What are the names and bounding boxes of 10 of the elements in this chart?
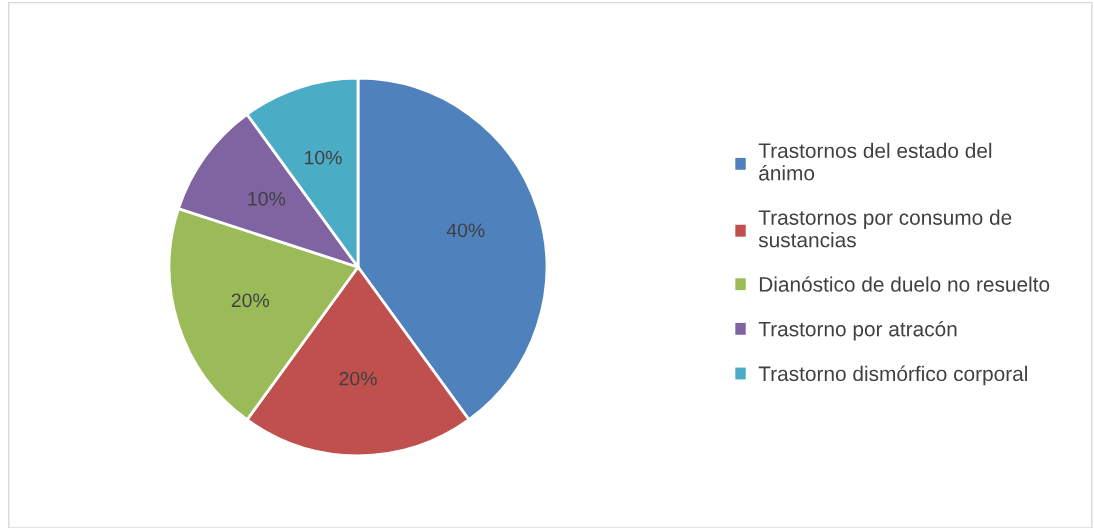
legend-label: Trastorno dismórfico corporal: [758, 365, 1027, 386]
data-label: 10%: [305, 150, 342, 165]
legend-label: Trastornos del estado del ánimo: [758, 142, 992, 181]
legend-label: Trastorno por atracón: [758, 320, 957, 341]
legend-label: Dianóstico de duelo no resuelto: [759, 276, 1050, 292]
data-label: 10%: [248, 191, 286, 206]
data-label: 40%: [446, 223, 485, 238]
data-label: 20%: [339, 371, 377, 386]
legend-label: Trastornos por consumo de sustancias: [758, 209, 1012, 248]
data-label: 20%: [231, 293, 270, 308]
